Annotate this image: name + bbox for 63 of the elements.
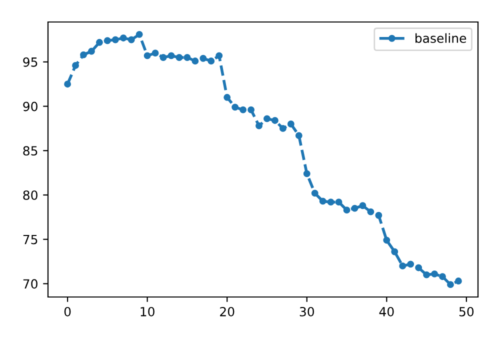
point xyxy=(80,51,87,58)
y-tick-label: 70 xyxy=(23,279,38,289)
point xyxy=(343,206,350,214)
point xyxy=(367,208,374,216)
point xyxy=(287,120,294,128)
x-tick-label: 0 xyxy=(64,306,71,316)
point xyxy=(319,198,326,205)
point xyxy=(208,58,215,65)
point xyxy=(431,270,438,278)
point xyxy=(72,62,79,69)
point xyxy=(295,132,302,140)
point xyxy=(423,271,430,278)
point xyxy=(88,48,95,55)
point xyxy=(271,116,278,124)
point xyxy=(407,260,414,268)
point xyxy=(264,115,270,122)
point xyxy=(399,262,406,270)
point xyxy=(192,58,199,65)
y-tick-label: 90 xyxy=(23,102,38,112)
y-tick-label: 95 xyxy=(23,57,38,67)
point xyxy=(176,54,183,61)
legend-label: baseline xyxy=(416,33,466,43)
point xyxy=(152,50,159,57)
point xyxy=(447,281,454,288)
point xyxy=(383,236,390,244)
point xyxy=(104,37,111,44)
point xyxy=(240,106,247,114)
point xyxy=(200,54,207,62)
point xyxy=(279,124,286,132)
point xyxy=(120,34,127,42)
x-tick-label: 10 xyxy=(140,306,154,316)
point xyxy=(415,264,422,272)
point xyxy=(391,248,398,256)
point xyxy=(112,36,119,44)
point xyxy=(327,198,334,206)
point xyxy=(311,190,318,197)
point xyxy=(248,106,255,114)
point xyxy=(224,94,231,101)
x-tick-label: 50 xyxy=(459,306,474,316)
x-tick-label: 30 xyxy=(300,306,314,316)
point xyxy=(439,273,446,280)
point xyxy=(351,204,358,212)
y-tick-label: 75 xyxy=(23,234,38,244)
point xyxy=(160,54,167,61)
point xyxy=(303,170,310,178)
x-tick-label: 20 xyxy=(220,306,234,316)
point xyxy=(96,38,103,46)
x-tick-label: 40 xyxy=(379,306,394,316)
point xyxy=(232,104,239,111)
point xyxy=(256,122,262,130)
point xyxy=(359,202,366,210)
point xyxy=(144,52,151,60)
y-tick-label: 85 xyxy=(23,146,38,156)
point xyxy=(375,212,382,219)
point xyxy=(136,30,143,38)
point xyxy=(64,80,72,88)
point xyxy=(168,52,175,60)
y-tick-label: 80 xyxy=(23,190,38,200)
point xyxy=(454,278,462,285)
point xyxy=(128,36,135,44)
point xyxy=(335,198,342,206)
point xyxy=(216,52,223,60)
point xyxy=(184,54,191,61)
